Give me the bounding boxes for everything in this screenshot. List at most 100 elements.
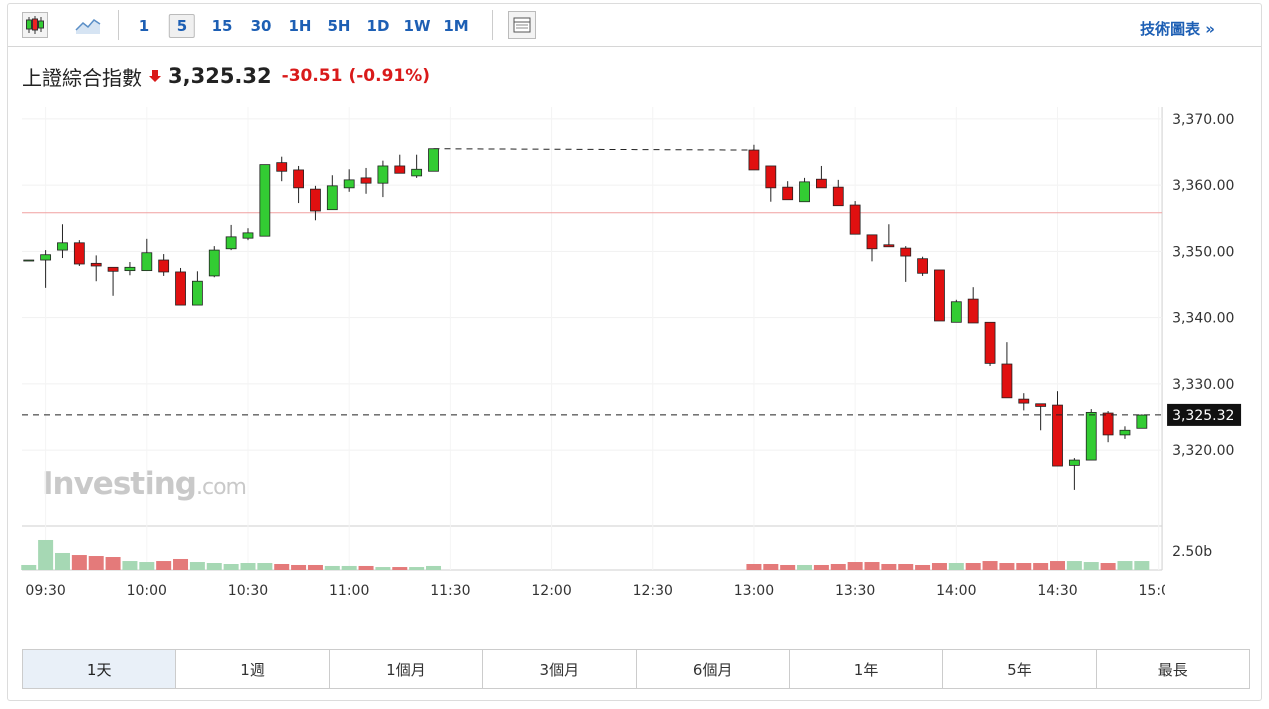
candle-body (175, 271, 186, 306)
table-icon[interactable] (508, 11, 536, 39)
interval-button[interactable]: 1H (288, 17, 312, 35)
volume-bar (189, 562, 205, 570)
volume-bar (21, 564, 37, 570)
candle-body (765, 165, 777, 189)
candle-icon[interactable] (22, 12, 48, 38)
volume-bar (847, 562, 863, 570)
volume-bar (375, 567, 391, 570)
candle-body (883, 244, 895, 248)
x-tick-label: 12:30 (633, 583, 673, 599)
x-tick-label: 11:30 (430, 583, 470, 599)
candle-body (23, 259, 35, 262)
quote-header: 上證綜合指數 3,325.32 -30.51 (-0.91%) (22, 62, 430, 90)
candle-body (73, 242, 85, 265)
volume-bar (392, 567, 408, 570)
candle-body (1068, 459, 1080, 466)
volume-bar (173, 558, 189, 570)
volume-bar (1050, 561, 1066, 570)
candle-body (1102, 412, 1114, 436)
interval-button[interactable]: 1D (366, 17, 390, 35)
candle-body (1035, 403, 1047, 407)
candle-body (360, 177, 372, 184)
interval-button[interactable]: 5 (168, 14, 196, 38)
range-tab[interactable]: 1個月 (328, 650, 482, 688)
volume-bar (931, 563, 947, 570)
volume-bar (1016, 563, 1032, 570)
separator (118, 10, 119, 40)
interval-button[interactable]: 30 (250, 17, 272, 35)
volume-bar (274, 563, 290, 570)
last-price-box (1167, 403, 1242, 426)
volume-bar (746, 563, 762, 570)
candle-body (293, 169, 304, 189)
range-tab[interactable]: 1天 (23, 650, 176, 688)
candle-body (40, 254, 52, 261)
price: 3,325.32 (168, 64, 272, 88)
x-tick-label: 11:00 (329, 583, 369, 599)
range-tab[interactable]: 5年 (942, 650, 1095, 688)
volume-bar (409, 567, 425, 570)
volume-bar (1083, 562, 1099, 570)
candle-body (343, 179, 355, 189)
volume-bar (881, 563, 897, 570)
candle-body (242, 232, 254, 239)
volume-bar (982, 561, 998, 570)
volume-bar (206, 563, 222, 570)
volume-bar (780, 564, 796, 570)
candle-body (967, 298, 979, 324)
interval-button[interactable]: 1W (403, 17, 431, 35)
range-tab[interactable]: 3個月 (482, 650, 635, 688)
candle-body (816, 178, 827, 189)
volume-bar (1033, 563, 1049, 570)
interval-button[interactable]: 5H (327, 17, 351, 35)
y-tick-label: 3,360.00 (1172, 178, 1234, 194)
watermark-brand: Investing (42, 466, 196, 502)
candle-body (917, 258, 928, 274)
candle-body (1001, 363, 1013, 399)
watermark-suffix: .com (196, 475, 246, 500)
candle-body (984, 321, 996, 364)
candle-body (326, 185, 338, 211)
candle-body (259, 164, 271, 237)
volume-bar (948, 563, 964, 570)
range-tab[interactable]: 1週 (175, 650, 328, 688)
volume-bar (915, 564, 931, 570)
y-tick-label: 3,340.00 (1172, 311, 1234, 327)
volume-tick-label: 2.50b (1172, 544, 1212, 560)
volume-bar (341, 565, 357, 570)
range-tab[interactable]: 6個月 (635, 650, 789, 688)
x-tick-label: 09:30 (25, 583, 65, 599)
index-name: 上證綜合指數 (22, 65, 142, 90)
technical-chart-link[interactable]: 技術圖表 » (1140, 20, 1215, 38)
interval-button[interactable]: 15 (211, 17, 233, 35)
x-tick-label: 10:30 (228, 583, 268, 599)
volume-bar (139, 562, 155, 570)
candle-body (1136, 414, 1148, 429)
separator (492, 10, 493, 40)
volume-bar (71, 555, 87, 570)
volume-bar (813, 564, 829, 570)
line-icon[interactable] (75, 14, 101, 36)
candle-body (782, 186, 794, 201)
candle-body (276, 162, 288, 172)
y-tick-label: 3,350.00 (1172, 244, 1234, 260)
x-tick-label: 14:00 (936, 583, 976, 599)
volume-bar (105, 557, 121, 570)
candle-body (1119, 429, 1131, 436)
candle-body (124, 266, 136, 272)
range-tab[interactable]: 最長 (1095, 650, 1249, 688)
candle-body (866, 234, 878, 250)
interval-button[interactable]: 1M (443, 17, 469, 35)
volume-bar (1134, 561, 1150, 570)
interval-button[interactable]: 1 (138, 17, 150, 35)
volume-bar (797, 564, 813, 570)
x-tick-label: 15:00 (1139, 583, 1179, 599)
volume-bar (864, 562, 880, 570)
volume-bar (898, 563, 914, 570)
volume-bar (38, 539, 54, 570)
volume-bar (830, 563, 846, 570)
range-tab[interactable]: 1年 (788, 650, 942, 688)
x-tick-label: 10:00 (127, 583, 167, 599)
candle-body (748, 149, 760, 171)
